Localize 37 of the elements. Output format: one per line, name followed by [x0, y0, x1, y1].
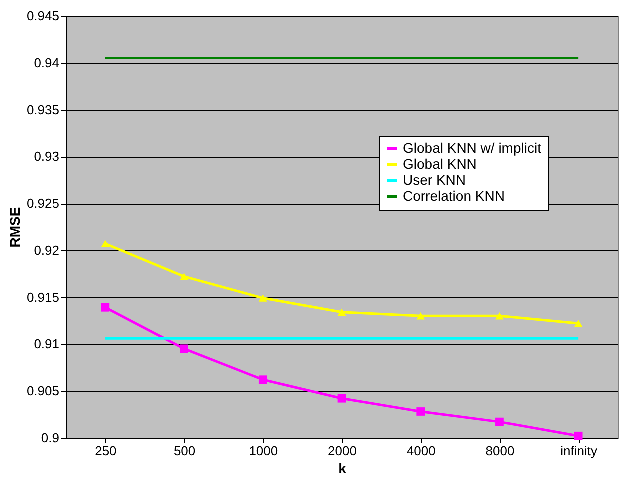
point [338, 308, 346, 316]
point [416, 312, 426, 320]
x-tick-label: 2000 [328, 444, 357, 458]
legend-label: Correlation KNN [403, 188, 505, 204]
point [101, 240, 110, 248]
legend-label: Global KNN [403, 156, 477, 172]
x-tick-label: 500 [174, 444, 196, 458]
y-tick-label: 0.905 [26, 384, 60, 399]
y-tick-label: 0.935 [26, 102, 60, 118]
y-tick-label: 0.945 [26, 8, 60, 24]
point [416, 408, 426, 416]
y-tick-label: 0.9 [41, 430, 60, 446]
point [496, 312, 504, 320]
x-tick-label: 250 [95, 444, 117, 458]
x-axis-title: k [338, 460, 347, 476]
point [258, 294, 268, 302]
legend-label: Global KNN w/ implicit [403, 140, 542, 156]
y-tick-label: 0.91 [34, 336, 60, 352]
point [258, 376, 268, 384]
point [101, 303, 110, 312]
y-tick-label: 0.94 [34, 55, 60, 70]
point [574, 320, 583, 328]
point [574, 432, 583, 440]
point [180, 344, 188, 354]
x-tick-label: 1000 [249, 444, 278, 458]
y-axis-title: RMSE [6, 207, 23, 248]
y-tick-label: 0.915 [26, 290, 60, 305]
point [338, 394, 346, 403]
x-tick-label: infinity [560, 444, 598, 458]
y-tick-label: 0.925 [26, 196, 60, 212]
x-tick-label: 4000 [406, 444, 436, 458]
y-tick-label: 0.93 [34, 149, 60, 164]
y-tick-label: 0.92 [34, 242, 60, 258]
point [496, 418, 504, 426]
x-tick-label: 8000 [486, 444, 515, 458]
legend-label: User KNN [403, 172, 466, 188]
point [180, 273, 188, 280]
